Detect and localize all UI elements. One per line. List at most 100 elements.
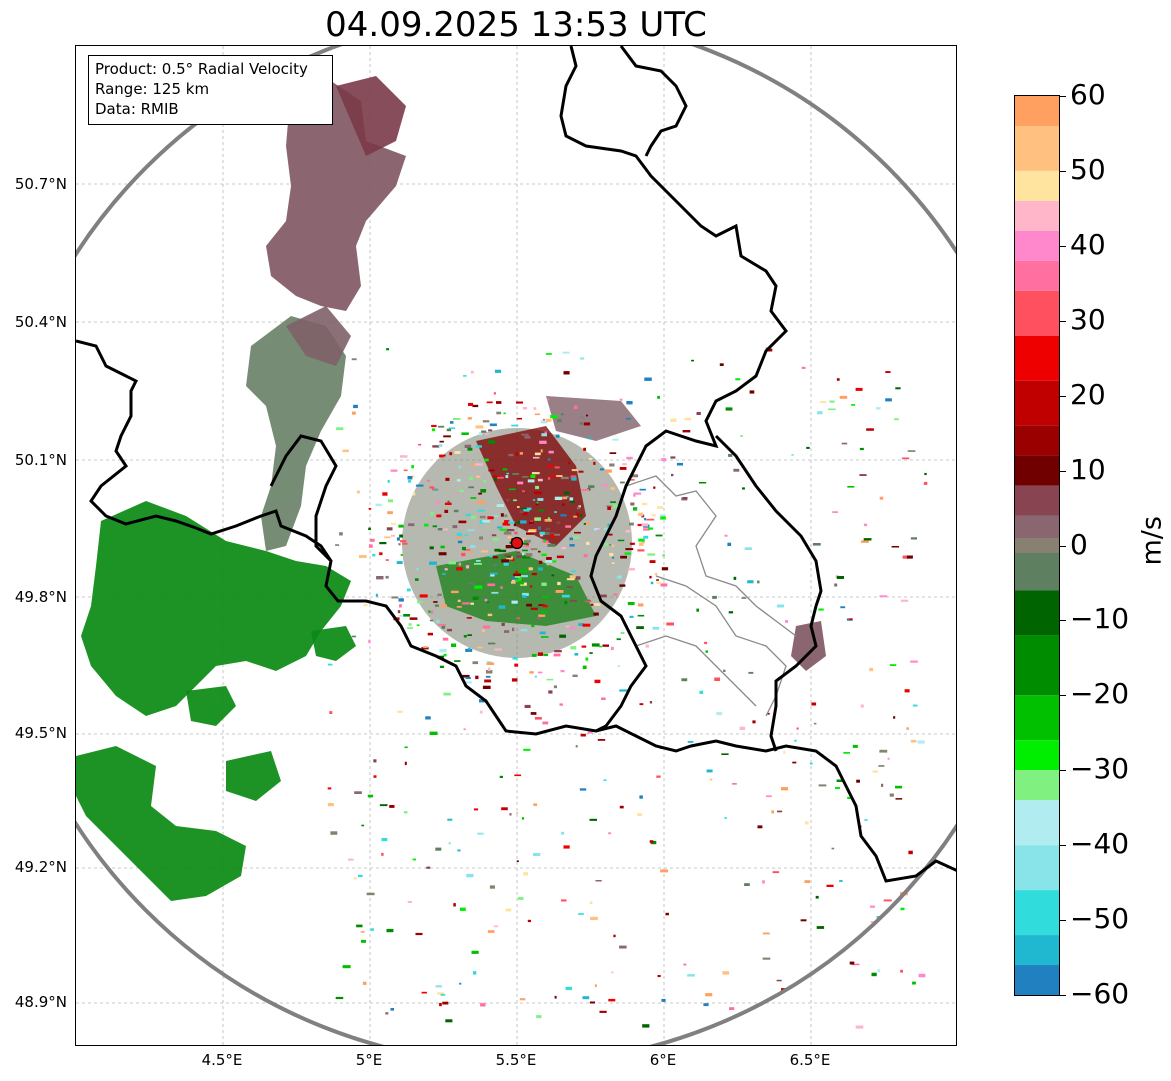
velocity-pixel (537, 652, 543, 656)
velocity-pixel (539, 440, 547, 444)
velocity-pixel (387, 480, 390, 483)
velocity-pixel (520, 629, 528, 632)
velocity-pixel (484, 433, 490, 435)
velocity-pixel (493, 925, 499, 928)
velocity-pixel (479, 515, 486, 519)
velocity-pixel (535, 485, 539, 490)
velocity-pixel (904, 689, 910, 693)
velocity-pixel (501, 622, 505, 626)
velocity-pixel (662, 554, 665, 557)
velocity-pixel (659, 514, 666, 516)
velocity-pixel (571, 469, 578, 472)
colorbar-segment (1015, 695, 1059, 741)
velocity-pixel (418, 443, 422, 446)
velocity-pixel (535, 503, 539, 506)
velocity-pixel (412, 858, 416, 861)
velocity-pixel (462, 674, 470, 678)
velocity-pixel (456, 532, 463, 537)
velocity-pixel (714, 677, 720, 681)
velocity-pixel (637, 603, 644, 607)
velocity-pixel (866, 428, 874, 431)
country-borders (76, 46, 956, 883)
colorbar-tick-label: −20 (1070, 677, 1130, 711)
velocity-pixel (536, 617, 542, 620)
velocity-pixel (879, 749, 888, 753)
velocity-pixel (511, 600, 518, 604)
velocity-pixel (906, 555, 913, 559)
velocity-pixel (528, 567, 533, 571)
velocity-pixel (375, 593, 378, 597)
velocity-pixel (749, 390, 755, 394)
velocity-pixel (547, 398, 550, 401)
velocity-pixel (529, 585, 533, 588)
velocity-pixel (512, 657, 518, 660)
velocity-pixel (665, 912, 669, 916)
velocity-pixel (728, 611, 734, 614)
velocity-pixel (683, 963, 687, 966)
velocity-pixel (390, 469, 398, 472)
velocity-pixel (855, 387, 863, 391)
velocity-pixel (611, 562, 615, 564)
velocity-pixel (585, 657, 589, 661)
velocity-pixel (335, 544, 340, 546)
velocity-pixel (549, 532, 555, 534)
velocity-pixel (783, 750, 786, 754)
velocity-pixel (851, 963, 860, 966)
colorbar-tick (1060, 695, 1066, 697)
lon-label-4-5: 4.5°E (201, 1051, 243, 1069)
velocity-pixel (451, 590, 459, 594)
velocity-pixel (477, 509, 485, 512)
velocity-pixel (506, 556, 513, 560)
velocity-pixel (482, 628, 485, 633)
velocity-pixel (554, 496, 563, 500)
velocity-pixel (480, 1003, 486, 1007)
velocity-pixel (819, 401, 827, 403)
velocity-pixel (408, 479, 412, 483)
velocity-pixel (560, 514, 567, 517)
velocity-pixel (851, 404, 856, 406)
velocity-pixel (490, 573, 495, 577)
velocity-pixel (437, 528, 443, 531)
velocity-pixel (362, 981, 367, 985)
velocity-pixel (534, 491, 542, 495)
velocity-pixel (339, 532, 343, 536)
velocity-pixel (902, 555, 911, 559)
velocity-pixel (473, 563, 482, 565)
velocity-pixel (619, 945, 627, 949)
velocity-pixel (806, 446, 810, 449)
velocity-pixel (847, 486, 855, 488)
velocity-pixel (482, 420, 490, 423)
velocity-pixel (484, 458, 489, 462)
velocity-pixel (877, 969, 881, 973)
velocity-pixel (516, 521, 521, 524)
velocity-pixel (416, 624, 420, 627)
velocity-pixel (397, 710, 403, 713)
velocity-pixel (499, 528, 508, 531)
velocity-pixel (382, 492, 388, 496)
velocity-pixel (450, 421, 454, 424)
velocity-pixel (550, 534, 557, 538)
velocity-pixel (379, 542, 387, 545)
velocity-pixel (579, 788, 587, 791)
velocity-pixel (493, 564, 498, 567)
radar-site-marker[interactable] (510, 536, 524, 550)
velocity-pixel (478, 492, 482, 495)
velocity-pixel (529, 671, 534, 674)
velocity-pixel (561, 594, 570, 598)
velocity-pixel (676, 462, 683, 466)
velocity-pixel (894, 418, 899, 421)
velocity-pixel (791, 454, 794, 456)
velocity-pixel (560, 670, 565, 673)
velocity-pixel (509, 813, 512, 816)
velocity-pixel (876, 916, 881, 918)
velocity-pixel (504, 630, 510, 633)
velocity-pixel (505, 475, 509, 478)
velocity-pixel (629, 542, 635, 545)
velocity-pixel (633, 492, 642, 495)
velocity-pixel (852, 744, 858, 748)
velocity-pixel (579, 416, 584, 419)
velocity-pixel (547, 543, 556, 547)
radar-map[interactable] (75, 45, 957, 1046)
velocity-pixel (582, 623, 591, 627)
range-label: Range: 125 km (95, 80, 210, 98)
